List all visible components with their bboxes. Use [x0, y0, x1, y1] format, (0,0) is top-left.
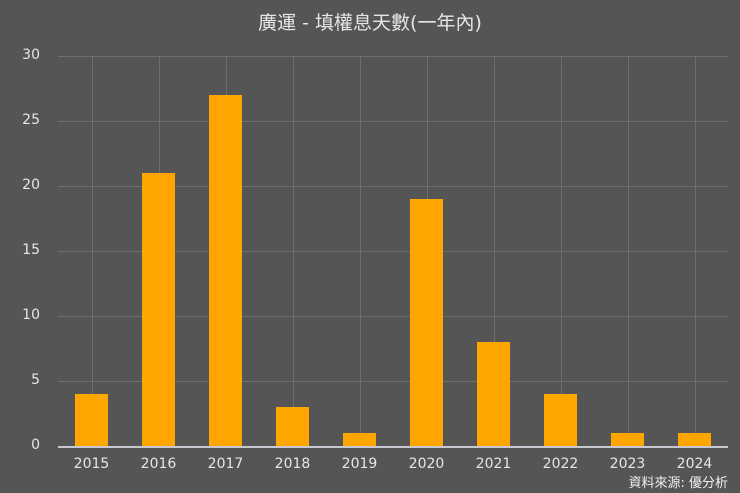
- x-tick-label: 2015: [73, 456, 110, 472]
- y-tick-label: 0: [31, 437, 40, 453]
- y-tick-label: 15: [22, 242, 40, 258]
- x-axis-line: [58, 446, 728, 448]
- bar-2017: [209, 95, 242, 446]
- h-gridline: [58, 316, 728, 317]
- bar-2020: [410, 199, 443, 446]
- v-gridline: [292, 56, 294, 446]
- x-tick-label: 2017: [207, 456, 244, 472]
- chart-title: 廣運 - 填權息天數(一年內): [258, 12, 482, 34]
- y-tick-label: 20: [22, 177, 40, 193]
- v-gridline: [493, 56, 495, 446]
- bar-2022: [544, 394, 577, 446]
- x-tick-label: 2022: [542, 456, 579, 472]
- h-gridline: [58, 56, 728, 57]
- y-tick-label: 30: [22, 47, 40, 63]
- x-tick-label: 2018: [274, 456, 311, 472]
- x-tick-label: 2023: [609, 456, 646, 472]
- bar-2024: [678, 433, 711, 446]
- y-tick-label: 10: [22, 307, 40, 323]
- x-tick-label: 2019: [341, 456, 378, 472]
- x-tick-label: 2020: [408, 456, 445, 472]
- v-gridline: [359, 56, 361, 446]
- bar-2019: [343, 433, 376, 446]
- bar-2023: [611, 433, 644, 446]
- h-gridline: [58, 251, 728, 252]
- bar-2016: [142, 173, 175, 446]
- bar-2015: [75, 394, 108, 446]
- x-tick-label: 2016: [140, 456, 177, 472]
- h-gridline: [58, 186, 728, 187]
- plot-area: [58, 56, 728, 448]
- y-tick-label: 5: [31, 372, 40, 388]
- x-tick-label: 2021: [475, 456, 512, 472]
- v-gridline: [627, 56, 629, 446]
- source-note: 資料來源: 優分析: [628, 476, 728, 491]
- bar-2021: [477, 342, 510, 446]
- h-gridline: [58, 381, 728, 382]
- y-tick-label: 25: [22, 112, 40, 128]
- x-tick-label: 2024: [676, 456, 713, 472]
- bar-2018: [276, 407, 309, 446]
- v-gridline: [694, 56, 696, 446]
- h-gridline: [58, 121, 728, 122]
- v-gridline: [560, 56, 562, 446]
- v-gridline: [91, 56, 93, 446]
